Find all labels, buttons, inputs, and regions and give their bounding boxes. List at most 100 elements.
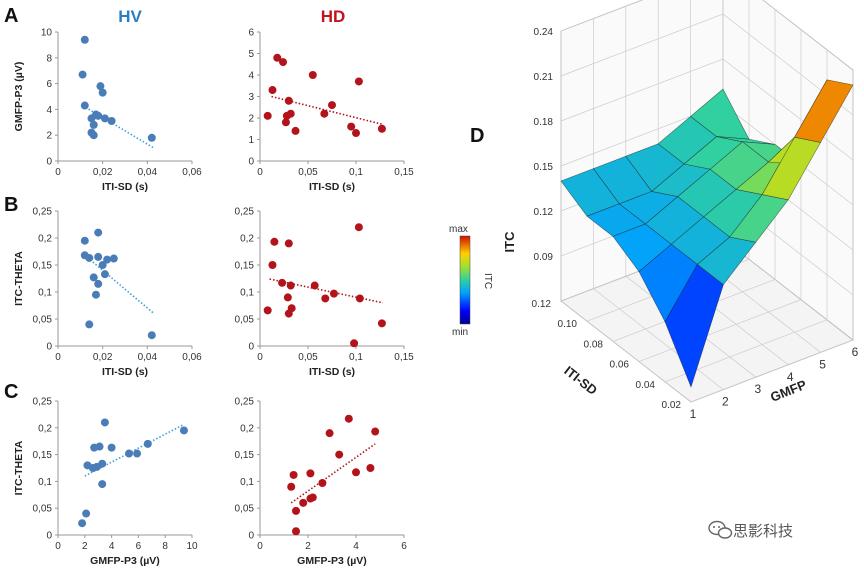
data-point: [133, 449, 142, 458]
data-point: [289, 470, 298, 479]
x-axis-label: ITI-SD (s): [102, 366, 148, 378]
data-point: [366, 464, 375, 472]
gmfp-tick-label: 2: [722, 395, 729, 409]
x-tick-label: 0: [257, 167, 263, 178]
y-tick-label: 0,25: [235, 397, 255, 408]
data-point: [284, 96, 293, 105]
y-tick-label: 0,15: [235, 261, 255, 272]
y-tick-label: 0: [46, 531, 52, 542]
y-axis-label: GMFP-P3 (µV): [13, 62, 25, 132]
y-tick-label: 0: [46, 157, 52, 168]
data-point: [80, 35, 89, 44]
gmfp-tick-label: 5: [819, 357, 826, 371]
data-point: [109, 254, 118, 263]
data-point: [281, 118, 290, 127]
data-point: [89, 120, 98, 129]
iti-tick-label: 0.12: [532, 299, 552, 310]
x-tick-label: 0,04: [138, 167, 158, 178]
data-point: [91, 290, 100, 299]
y-tick-label: 0,05: [33, 504, 53, 515]
y-tick-label: 0: [248, 342, 254, 353]
data-point: [263, 111, 272, 120]
z-tick-label: 0.24: [534, 27, 554, 38]
data-point: [335, 450, 344, 459]
data-point: [85, 320, 94, 329]
y-tick-label: 0,15: [33, 261, 53, 272]
data-point: [278, 278, 287, 287]
watermark: 思影科技: [708, 520, 793, 540]
x-tick-label: 0,15: [394, 167, 414, 178]
panel-letter-d: D: [470, 125, 484, 147]
colorbar: max min ITC: [449, 224, 493, 338]
x-tick-label: 0: [55, 541, 61, 552]
data-point: [355, 294, 364, 303]
x-tick-label: 10: [186, 541, 198, 552]
data-point: [107, 443, 116, 452]
x-tick-label: 0,05: [298, 352, 318, 363]
data-point: [103, 255, 112, 264]
data-point: [96, 82, 105, 91]
gmfp-tick-label: 1: [690, 407, 697, 421]
x-tick-label: 0: [257, 352, 263, 363]
y-tick-label: 8: [46, 53, 52, 64]
y-tick-label: 0,25: [235, 207, 255, 218]
watermark-text: 思影科技: [733, 522, 793, 540]
scatter-c-hv: 0 0,05 0,1 0,15 0,2 0,25 0 2 4 6 8 10 GMFP-P3 (µV) IT…: [13, 397, 198, 568]
y-tick-label: 0,15: [235, 450, 255, 461]
panel-letter-c: C: [4, 381, 18, 403]
y-tick-label: 0,1: [240, 288, 254, 299]
iti-tick-label: 0.04: [636, 380, 656, 391]
data-point: [82, 509, 91, 518]
grid-line: [560, 0, 854, 71]
y-tick-label: 10: [41, 28, 53, 39]
trend-line: [84, 254, 155, 315]
data-point: [318, 479, 327, 488]
scatter-c-hd: 0 0,05 0,1 0,15 0,2 0,25 0 2 4 6 GMFP-P3 (µV): [235, 397, 408, 568]
colorbar-gradient: [459, 235, 471, 325]
y-tick-label: 1: [248, 135, 254, 146]
data-point: [143, 439, 152, 448]
data-point: [89, 131, 98, 140]
z-tick-label: 0.21: [534, 72, 554, 83]
scatter-a-hd: 0 1 2 3 4 5 6 0 0,05 0,1 0,15 ITI-SD (s): [248, 28, 414, 194]
data-point: [310, 281, 319, 290]
colorbar-label: ITC: [482, 273, 493, 289]
y-tick-label: 0,2: [240, 234, 254, 245]
y-tick-label: 2: [248, 114, 254, 125]
data-point: [100, 270, 109, 279]
data-point: [377, 124, 386, 133]
data-point: [299, 498, 308, 507]
y-tick-label: 0,1: [240, 477, 254, 488]
z-tick-label: 0.09: [534, 252, 554, 263]
y-tick-label: 4: [46, 105, 52, 116]
x-tick-label: 0,06: [182, 167, 202, 178]
colorbar-min-label: min: [452, 327, 468, 338]
data-point: [263, 306, 272, 315]
x-tick-label: 0,15: [394, 352, 414, 363]
x-tick-label: 0,05: [298, 167, 318, 178]
data-point: [85, 253, 94, 262]
y-tick-label: 0,05: [235, 504, 255, 515]
data-point: [98, 480, 107, 489]
data-point: [354, 223, 363, 232]
y-tick-label: 0,2: [240, 423, 254, 434]
data-point: [306, 494, 315, 503]
data-point: [98, 261, 107, 269]
y-tick-label: 0: [248, 157, 254, 168]
data-point: [179, 426, 188, 435]
surface-plot-d: 0.09 0.12 0.15 0.18 0.21 0.24 0.02 0.04 0.06 0.08…: [502, 0, 859, 421]
data-point: [306, 469, 315, 478]
data-point: [100, 418, 109, 427]
colorbar-max-label: max: [449, 224, 468, 235]
y-tick-label: 0,15: [33, 450, 53, 461]
x-tick-label: 8: [162, 541, 168, 552]
scatter-a-hv: 0 2 4 6 8 10 0 0,02 0,04 0,06 ITI-SD (s) GMFP-P3 (µ…: [13, 28, 202, 194]
data-point: [377, 319, 386, 328]
wechat-icon: [708, 520, 733, 539]
panel-letter-a: A: [4, 5, 18, 27]
data-point: [98, 88, 107, 97]
surface-patch: [794, 79, 854, 143]
y-tick-label: 0: [46, 342, 52, 353]
data-point: [325, 429, 334, 438]
